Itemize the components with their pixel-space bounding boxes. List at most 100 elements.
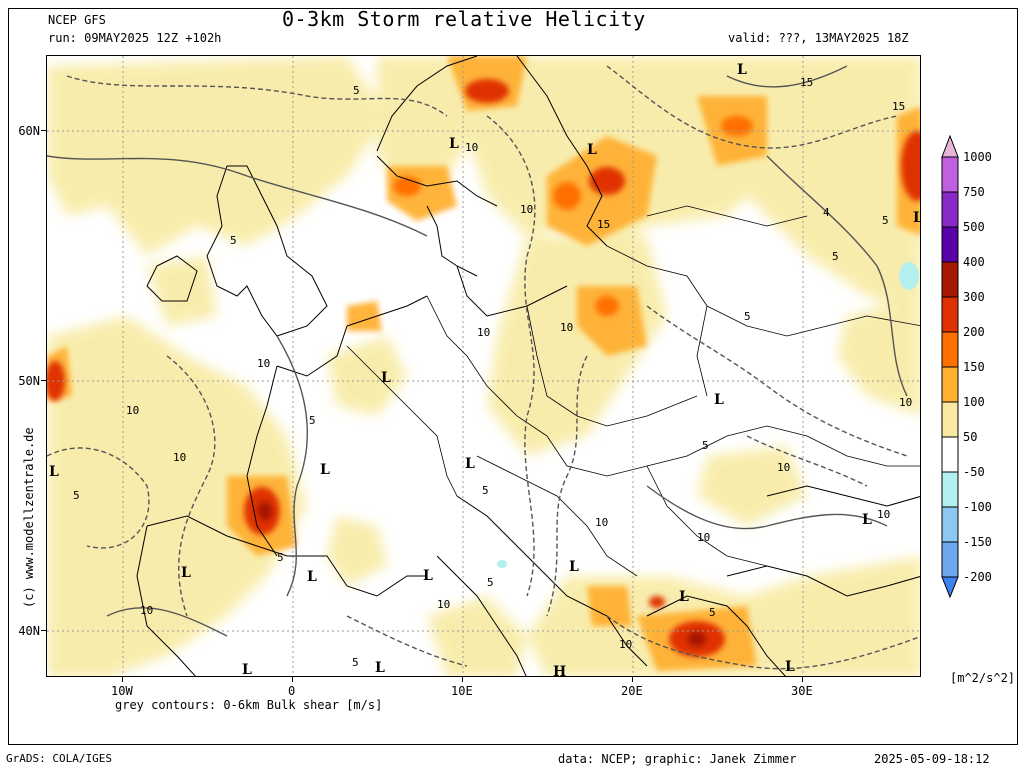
contour-label: 10	[140, 604, 153, 617]
map-canvas: 5 10 10 15 15 15 5 4 5 5 5 10 10 10 10 1…	[47, 56, 921, 677]
lon-tick	[632, 677, 633, 682]
contour-label: 10	[173, 451, 186, 464]
valid-time: valid: ???, 13MAY2025 18Z	[728, 31, 909, 45]
contour-label: 15	[800, 76, 813, 89]
contour-label: 5	[277, 551, 284, 564]
contour-label: 5	[832, 250, 839, 263]
low-marker: L	[737, 62, 747, 78]
colorbar-level-label: 300	[963, 290, 985, 304]
lat-label-60n: 60N	[18, 124, 40, 138]
lon-label-10e: 10E	[451, 684, 473, 698]
timestamp: 2025-05-09-18:12	[874, 752, 990, 766]
low-marker: L	[587, 142, 597, 158]
helicity-field-red	[47, 79, 920, 657]
model-name: NCEP GFS	[48, 13, 106, 27]
low-marker: L	[449, 136, 459, 152]
helicity-field-orange	[47, 56, 920, 671]
colorbar-box	[941, 471, 959, 508]
lat-label-40n: 40N	[18, 624, 40, 638]
contour-label: 5	[487, 576, 494, 589]
map-panel: 5 10 10 15 15 15 5 4 5 5 5 10 10 10 10 1…	[46, 55, 921, 677]
colorbar-box	[941, 541, 959, 578]
contour-label: 10	[899, 396, 912, 409]
colorbar-level-label: 200	[963, 325, 985, 339]
colorbar-level-label: 500	[963, 220, 985, 234]
lat-tick	[41, 630, 46, 631]
colorbar-box	[941, 436, 959, 473]
data-credit: data: NCEP; graphic: Janek Zimmer	[558, 752, 797, 766]
contour-label: 10	[257, 357, 270, 370]
colorbar-level-label: 1000	[963, 150, 992, 164]
pressure-markers: L L L L L L L L L L L L L L L L L L H	[49, 62, 921, 677]
helicity-field-light	[47, 56, 920, 676]
lon-label-10w: 10W	[111, 684, 133, 698]
low-marker: L	[320, 462, 330, 478]
low-marker: L	[181, 565, 191, 581]
contour-label: 15	[597, 218, 610, 231]
low-marker: L	[569, 559, 579, 575]
run-info: run: 09MAY2025 12Z +102h	[48, 31, 222, 45]
contour-label: 10	[477, 326, 490, 339]
low-marker: L	[242, 662, 252, 677]
colorbar-box	[941, 506, 959, 543]
contour-label: 5	[482, 484, 489, 497]
colorbar-boxes	[941, 135, 959, 599]
contour-label: 10	[697, 531, 710, 544]
contour-label: 10	[777, 461, 790, 474]
colorbar-level-label: 400	[963, 255, 985, 269]
contour-label: 5	[744, 310, 751, 323]
contour-label: 5	[709, 606, 716, 619]
colorbar-level-label: 150	[963, 360, 985, 374]
low-marker: L	[423, 568, 433, 584]
side-credit: (c) www.modellzentrale.de	[22, 427, 36, 608]
colorbar-box	[941, 401, 959, 438]
low-marker: L	[862, 512, 872, 528]
contour-label: 5	[352, 656, 359, 669]
low-marker: L	[714, 392, 724, 408]
colorbar-box	[941, 331, 959, 368]
contour-label: 10	[619, 638, 632, 651]
shear-contours	[47, 65, 920, 670]
colorbar-level-label: -100	[963, 500, 992, 514]
grads-credit: GrADS: COLA/IGES	[6, 752, 112, 765]
contour-labels: 5 10 10 15 15 15 5 4 5 5 5 10 10 10 10 1…	[73, 76, 912, 669]
lon-tick	[802, 677, 803, 682]
contour-label: 10	[560, 321, 573, 334]
colorbar-cap-top	[941, 135, 959, 158]
contour-label: 10	[437, 598, 450, 611]
colorbar-level-label: -200	[963, 570, 992, 584]
high-marker: H	[553, 664, 566, 677]
colorbar-level-label: 50	[963, 430, 978, 444]
low-marker: L	[49, 464, 59, 480]
contour-label: 4	[823, 206, 830, 219]
lat-tick	[41, 130, 46, 131]
page-title: 0-3km Storm relative Helicity	[282, 7, 646, 31]
contour-label: 15	[892, 100, 905, 113]
lon-tick	[122, 677, 123, 682]
colorbar-unit: [m^2/s^2]	[950, 671, 1016, 685]
colorbar-box	[941, 296, 959, 333]
contour-label: 5	[309, 414, 316, 427]
lat-label-50n: 50N	[18, 374, 40, 388]
lon-tick	[462, 677, 463, 682]
lon-label-0: 0	[288, 684, 296, 698]
low-marker: L	[381, 370, 391, 386]
contour-note: grey contours: 0-6km Bulk shear [m/s]	[115, 698, 383, 712]
low-marker: L	[785, 659, 795, 675]
colorbar-box	[941, 226, 959, 263]
contour-label: 10	[595, 516, 608, 529]
contour-label: 10	[520, 203, 533, 216]
low-marker: L	[913, 210, 921, 226]
colorbar-level-label: -50	[963, 465, 985, 479]
colorbar-box	[941, 156, 959, 193]
helicity-field-negative	[497, 262, 919, 568]
contour-label: 10	[877, 508, 890, 521]
lat-tick	[41, 380, 46, 381]
low-marker: L	[465, 456, 475, 472]
low-marker: L	[679, 589, 689, 605]
colorbar-level-label: -150	[963, 535, 992, 549]
colorbar-box	[941, 366, 959, 403]
colorbar-level-label: 750	[963, 185, 985, 199]
lon-label-30e: 30E	[791, 684, 813, 698]
country-borders	[346, 205, 920, 577]
